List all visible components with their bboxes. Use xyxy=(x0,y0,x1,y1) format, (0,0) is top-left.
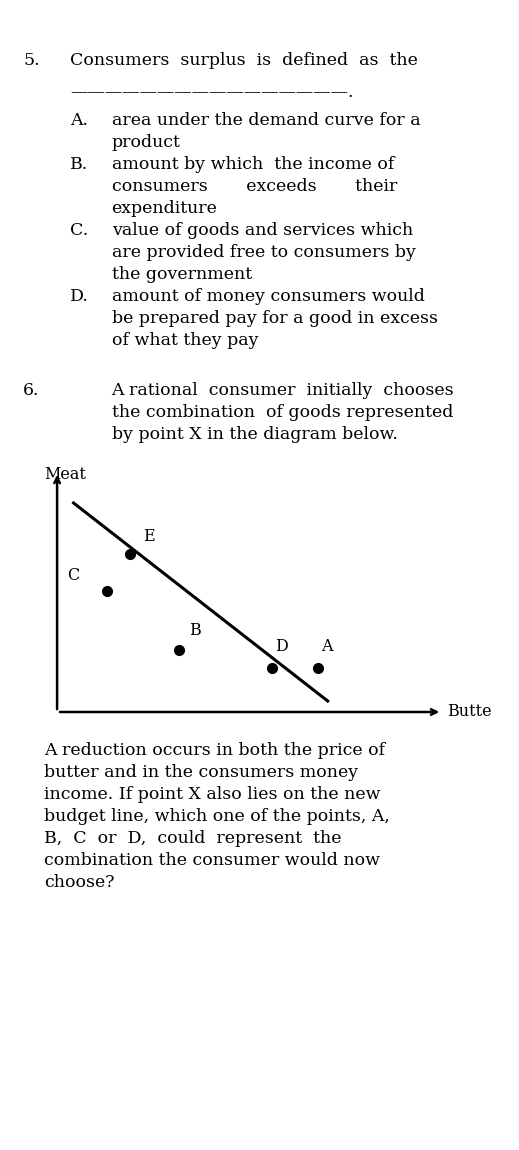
Text: C: C xyxy=(67,567,79,584)
Text: A reduction occurs in both the price of: A reduction occurs in both the price of xyxy=(44,742,385,759)
Text: A: A xyxy=(321,638,333,654)
Text: expenditure: expenditure xyxy=(112,200,217,217)
Text: Butte: Butte xyxy=(447,704,491,721)
Text: A rational  consumer  initially  chooses: A rational consumer initially chooses xyxy=(112,382,454,399)
Text: B.: B. xyxy=(70,156,88,172)
Text: by point X in the diagram below.: by point X in the diagram below. xyxy=(112,426,398,443)
Text: E: E xyxy=(143,528,155,545)
Text: are provided free to consumers by: are provided free to consumers by xyxy=(112,244,416,261)
Text: amount of money consumers would: amount of money consumers would xyxy=(112,288,425,305)
Text: income. If point X also lies on the new: income. If point X also lies on the new xyxy=(44,785,380,803)
Text: C.: C. xyxy=(70,222,88,239)
Text: choose?: choose? xyxy=(44,874,115,891)
Text: butter and in the consumers money: butter and in the consumers money xyxy=(44,764,358,781)
Text: consumers       exceeds       their: consumers exceeds their xyxy=(112,178,397,196)
Text: of what they pay: of what they pay xyxy=(112,332,258,348)
Text: 5.: 5. xyxy=(23,52,40,69)
Text: D: D xyxy=(275,638,288,654)
Text: ————————————————.: ————————————————. xyxy=(70,84,353,101)
Text: the government: the government xyxy=(112,266,252,283)
Text: D.: D. xyxy=(70,288,89,305)
Text: budget line, which one of the points, A,: budget line, which one of the points, A, xyxy=(44,808,390,825)
Text: value of goods and services which: value of goods and services which xyxy=(112,222,413,239)
Text: the combination  of goods represented: the combination of goods represented xyxy=(112,404,453,421)
Text: be prepared pay for a good in excess: be prepared pay for a good in excess xyxy=(112,310,438,327)
Text: combination the consumer would now: combination the consumer would now xyxy=(44,852,380,869)
Text: product: product xyxy=(112,135,181,151)
Text: B: B xyxy=(189,622,201,639)
Text: Meat: Meat xyxy=(44,466,86,483)
Text: Consumers  surplus  is  defined  as  the: Consumers surplus is defined as the xyxy=(70,52,418,69)
Text: A.: A. xyxy=(70,112,88,129)
Text: amount by which  the income of: amount by which the income of xyxy=(112,156,394,172)
Text: 6.: 6. xyxy=(23,382,40,399)
Text: B,  C  or  D,  could  represent  the: B, C or D, could represent the xyxy=(44,830,342,848)
Text: area under the demand curve for a: area under the demand curve for a xyxy=(112,112,420,129)
